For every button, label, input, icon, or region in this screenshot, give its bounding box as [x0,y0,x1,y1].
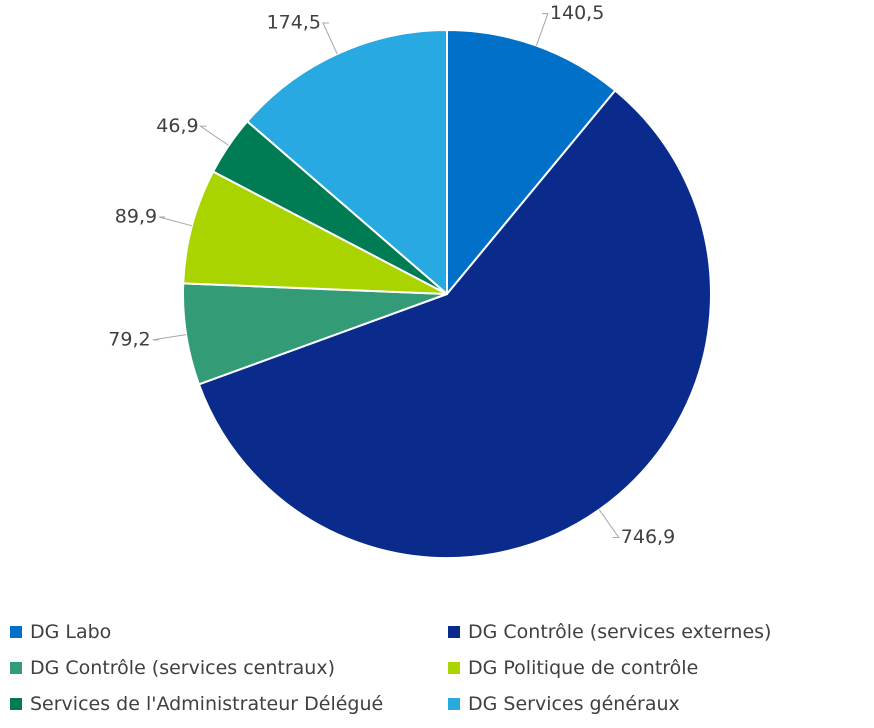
legend-label: DG Contrôle (services externes) [468,621,772,643]
leader-line [158,216,193,227]
leader-lines [152,13,620,538]
legend-swatch [10,662,22,674]
legend-label: DG Politique de contrôle [468,657,699,679]
leader-line [322,22,338,55]
legend-label: DG Labo [30,621,112,643]
pie-chart: 140,5 746,9 79,2 89,9 46,9 174,5 [108,2,712,559]
data-label-dg-services-generaux: 174,5 [267,12,321,34]
data-labels: 140,5 746,9 79,2 89,9 46,9 174,5 [108,2,675,548]
legend-item-dg-labo: DG Labo [10,620,448,644]
leader-line [198,125,229,146]
legend-label: Services de l'Administrateur Délégué [30,693,384,715]
pie-slice-dg-politique-de-controle [182,170,448,295]
legend-swatch [448,626,460,638]
data-label-dg-politique-de-controle: 89,9 [115,206,157,228]
legend-swatch [10,698,22,710]
legend-item-dg-services-generaux: DG Services généraux [448,692,870,716]
data-label-dg-labo: 140,5 [550,2,604,24]
leader-line [535,13,549,46]
data-label-services-de-l-administrateur-delegue: 46,9 [156,115,198,137]
data-label-dg-controle-services-centraux: 79,2 [108,328,150,350]
legend-item-dg-controle-services-centraux: DG Contrôle (services centraux) [10,656,448,680]
legend-swatch [10,626,22,638]
legend-item-dg-controle-services-externes: DG Contrôle (services externes) [448,620,870,644]
leader-line [152,334,187,341]
legend-item-dg-politique-de-controle: DG Politique de contrôle [448,656,870,680]
chart-legend: DG Labo DG Contrôle (services externes) … [10,620,870,716]
pie-slice-dg-services-generaux [246,29,448,295]
legend-swatch [448,662,460,674]
leader-line [598,509,620,538]
legend-item-services-administrateur-delegue: Services de l'Administrateur Délégué [10,692,448,716]
legend-swatch [448,698,460,710]
pie-slices [182,29,712,559]
data-label-dg-controle-services-externes: 746,9 [621,526,675,548]
legend-label: DG Contrôle (services centraux) [30,657,335,679]
legend-label: DG Services généraux [468,693,680,715]
